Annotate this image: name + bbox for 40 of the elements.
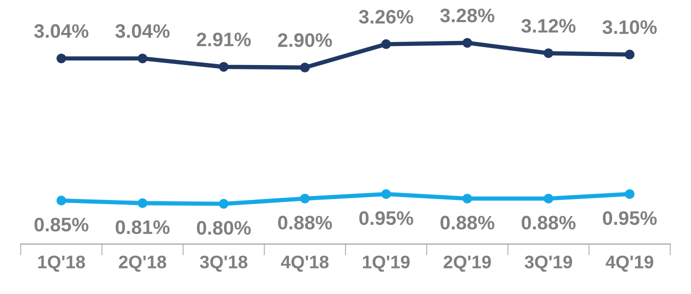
point — [544, 48, 554, 58]
point — [138, 198, 148, 208]
data-label: 3.28% — [440, 8, 494, 22]
data-label: 0.88% — [440, 216, 494, 230]
point — [300, 194, 310, 204]
x-tick-label: 2Q'19 — [444, 256, 491, 272]
x-tick-label: 3Q'19 — [524, 256, 572, 272]
point — [218, 62, 229, 72]
point — [56, 54, 66, 64]
point — [624, 189, 635, 199]
data-label: 3.04% — [115, 24, 170, 38]
data-label: 3.04% — [34, 24, 88, 38]
x-tick-label: 3Q'18 — [200, 256, 248, 272]
point — [544, 194, 554, 204]
x-tick-label: 1Q'19 — [363, 256, 410, 272]
data-label: 0.85% — [34, 218, 88, 232]
point — [462, 38, 472, 48]
data-label: 0.95% — [602, 211, 657, 226]
point — [624, 50, 635, 60]
data-label: 0.81% — [116, 220, 170, 234]
data-label: 0.80% — [196, 220, 251, 235]
point — [56, 196, 66, 206]
point — [138, 54, 148, 64]
x-tick-label: 1Q'18 — [38, 256, 86, 272]
data-label: 2.91% — [196, 32, 251, 46]
data-label: 2.90% — [278, 33, 332, 48]
x-tick-label: 4Q'18 — [280, 256, 329, 272]
point — [381, 189, 391, 199]
data-label: 3.12% — [521, 18, 576, 33]
x-tick-label: 4Q'19 — [606, 256, 654, 272]
point — [218, 198, 229, 209]
data-label: 0.88% — [278, 216, 332, 230]
data-label: 0.95% — [359, 211, 414, 226]
data-label: 3.10% — [602, 20, 657, 34]
x-tick-label: 2Q'18 — [118, 256, 166, 272]
point — [381, 39, 391, 50]
point — [462, 194, 472, 204]
data-label: 3.26% — [358, 10, 414, 24]
data-label: 0.88% — [522, 216, 576, 230]
point — [300, 62, 310, 72]
